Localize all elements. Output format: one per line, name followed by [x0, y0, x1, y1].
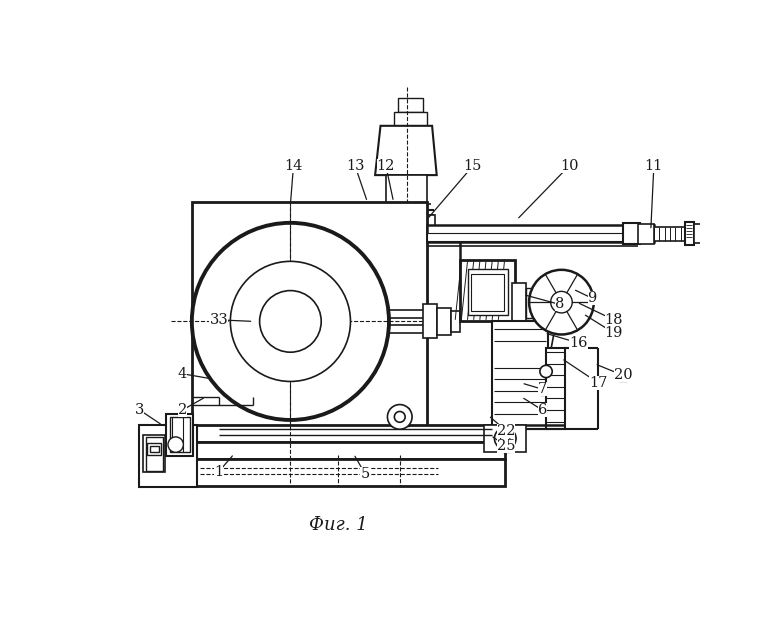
Text: 4: 4	[178, 367, 187, 381]
Bar	[459, 260, 516, 321]
Circle shape	[529, 270, 594, 334]
Text: 33: 33	[209, 313, 229, 327]
Circle shape	[192, 223, 389, 420]
Text: 1: 1	[215, 464, 223, 479]
Text: Фиг. 1: Фиг. 1	[309, 516, 367, 534]
Text: 20: 20	[614, 368, 633, 382]
Bar	[639, 224, 654, 244]
Text: 14: 14	[284, 159, 303, 173]
Circle shape	[260, 291, 321, 352]
Circle shape	[495, 428, 516, 449]
Bar	[192, 452, 469, 463]
Circle shape	[395, 411, 405, 422]
Bar	[140, 426, 197, 487]
Bar	[140, 426, 505, 442]
Bar	[492, 321, 548, 429]
Circle shape	[388, 404, 412, 429]
Bar	[694, 224, 703, 243]
Text: 3: 3	[135, 403, 144, 417]
Bar	[394, 112, 427, 126]
Text: 5: 5	[360, 467, 370, 481]
Bar	[423, 304, 437, 338]
Bar	[451, 311, 459, 332]
Bar	[640, 227, 685, 241]
Bar	[427, 225, 654, 242]
Text: 11: 11	[645, 159, 663, 173]
Bar	[146, 437, 162, 471]
Bar	[192, 202, 427, 429]
Text: 16: 16	[569, 336, 587, 350]
Bar	[399, 98, 423, 112]
Circle shape	[551, 291, 573, 313]
Bar	[526, 288, 535, 318]
Text: 15: 15	[464, 159, 482, 173]
Bar	[166, 414, 193, 456]
Text: 19: 19	[604, 326, 623, 340]
Bar	[140, 459, 505, 486]
Text: 22: 22	[497, 424, 516, 438]
Bar	[144, 436, 165, 472]
Bar	[147, 443, 161, 456]
Bar	[377, 215, 435, 229]
Text: 18: 18	[604, 313, 623, 327]
Text: 7: 7	[537, 382, 547, 396]
Bar	[471, 274, 504, 311]
Bar	[467, 269, 508, 315]
Bar	[546, 348, 566, 429]
Bar	[192, 429, 492, 443]
Polygon shape	[375, 126, 437, 175]
Bar	[150, 446, 159, 452]
Bar	[140, 442, 505, 459]
Text: 17: 17	[589, 376, 608, 390]
Bar	[512, 283, 526, 323]
Text: 13: 13	[346, 159, 364, 173]
Bar	[437, 308, 451, 335]
Circle shape	[230, 261, 350, 381]
Bar	[623, 223, 640, 244]
Text: 12: 12	[377, 159, 395, 173]
Text: 10: 10	[560, 159, 579, 173]
Bar	[386, 175, 427, 204]
Bar	[703, 226, 711, 241]
Circle shape	[540, 365, 552, 378]
Bar	[427, 233, 650, 241]
Text: 9: 9	[587, 291, 597, 305]
Bar	[484, 426, 526, 452]
Text: 8: 8	[555, 298, 565, 311]
Bar	[169, 417, 190, 452]
Text: 25: 25	[497, 439, 516, 453]
Text: 2: 2	[178, 403, 187, 417]
Text: 6: 6	[537, 403, 547, 417]
Bar	[391, 408, 409, 426]
Bar	[685, 222, 694, 245]
Circle shape	[501, 434, 510, 443]
Bar	[219, 443, 496, 452]
Circle shape	[168, 437, 183, 452]
